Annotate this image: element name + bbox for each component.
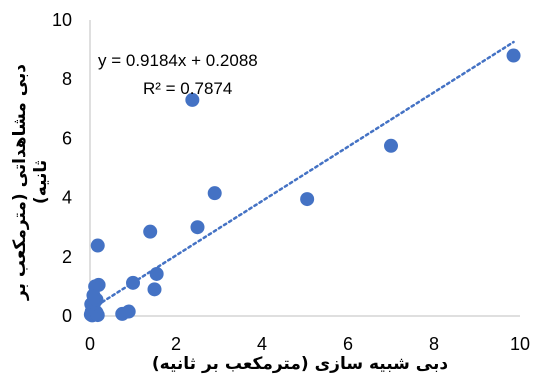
- x-tick-label: 0: [85, 334, 95, 354]
- r-squared-label: R² = 0.7874: [143, 79, 232, 98]
- data-point: [147, 282, 162, 297]
- y-axis-title-line1: دبی مشاهداتی (مترمکعب بر: [10, 64, 30, 301]
- data-point: [90, 238, 105, 253]
- data-point: [207, 186, 222, 201]
- data-point: [149, 266, 164, 281]
- x-tick-labels: 0 2 4 6 8 10: [85, 334, 530, 354]
- y-tick-label: 10: [52, 10, 72, 30]
- y-tick-labels: 0 2 4 6 8 10: [52, 10, 72, 326]
- data-point: [91, 277, 106, 292]
- y-tick-label: 4: [62, 188, 72, 208]
- trendline-equation: y = 0.9184x + 0.2088: [98, 51, 258, 70]
- x-tick-label: 10: [510, 334, 530, 354]
- trendline: [90, 40, 515, 310]
- data-point: [143, 224, 158, 239]
- data-point: [384, 138, 398, 153]
- data-point: [506, 48, 521, 63]
- data-point: [121, 304, 136, 319]
- x-tick-label: 2: [171, 334, 181, 354]
- data-point: [300, 192, 315, 207]
- y-tick-label: 2: [62, 247, 72, 267]
- y-tick-label: 0: [62, 306, 72, 326]
- x-tick-label: 4: [257, 334, 267, 354]
- y-tick-label: 8: [62, 69, 72, 89]
- y-axis-title-line2: ثانیه): [31, 160, 51, 204]
- data-point: [190, 220, 205, 235]
- data-point: [185, 92, 200, 107]
- x-axis-title: دبی شبیه سازی (مترمکعب بر ثانیه): [152, 354, 448, 374]
- x-tick-label: 6: [343, 334, 353, 354]
- axes: [89, 20, 520, 317]
- y-tick-label: 6: [62, 128, 72, 148]
- x-tick-label: 8: [429, 334, 439, 354]
